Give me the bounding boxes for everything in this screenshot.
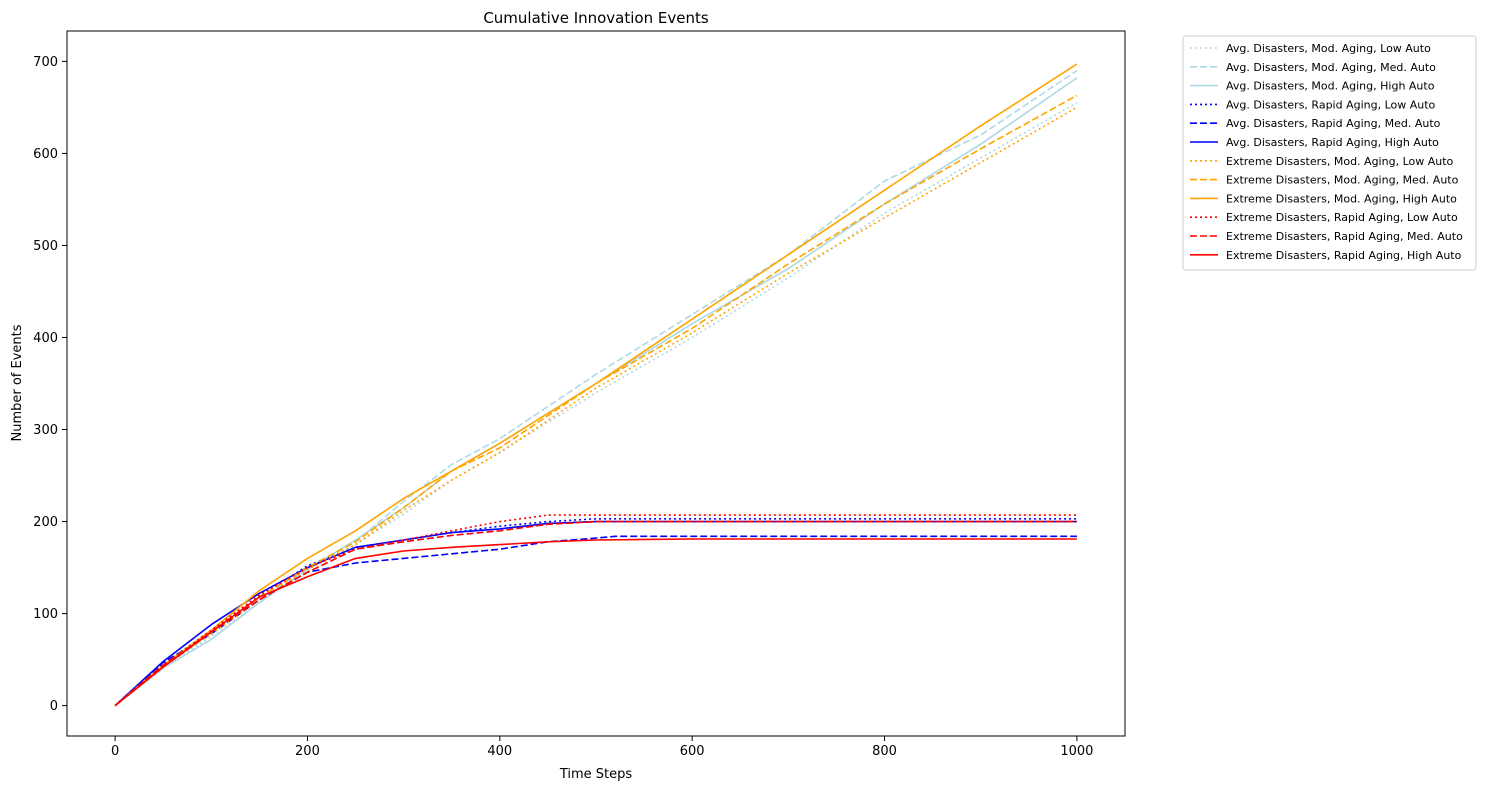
- y-tick-label: 600: [33, 147, 58, 162]
- legend-label: Extreme Disasters, Mod. Aging, Low Auto: [1226, 155, 1454, 168]
- series-line: [114, 517, 1077, 707]
- legend-label: Avg. Disasters, Mod. Aging, Low Auto: [1226, 42, 1431, 55]
- y-axis-title: Number of Events: [10, 324, 25, 441]
- legend-label: Extreme Disasters, Rapid Aging, Low Auto: [1226, 211, 1458, 224]
- y-tick-label: 200: [33, 515, 58, 530]
- y-tick-label: 0: [50, 699, 58, 714]
- x-tick-label: 200: [295, 744, 320, 759]
- legend-label: Avg. Disasters, Rapid Aging, High Auto: [1226, 136, 1439, 149]
- legend-frame: [1182, 35, 1477, 271]
- x-tick-label: 400: [487, 744, 512, 759]
- plot-lines: [114, 63, 1078, 707]
- series-line: [114, 106, 1078, 707]
- series-line: [114, 520, 1077, 707]
- legend-label: Avg. Disasters, Rapid Aging, Low Auto: [1226, 98, 1436, 111]
- y-tick-label: 500: [33, 239, 58, 254]
- x-tick-label: 1000: [1060, 744, 1093, 759]
- y-tick-label: 100: [33, 607, 58, 622]
- y-tick-label: 400: [33, 331, 58, 346]
- series-line: [114, 535, 1077, 707]
- y-tick-label: 300: [33, 423, 58, 438]
- series-line: [114, 94, 1078, 707]
- legend-label: Extreme Disasters, Mod. Aging, Med. Auto: [1226, 174, 1459, 187]
- series-line: [114, 102, 1078, 707]
- legend-label: Avg. Disasters, Mod. Aging, High Auto: [1226, 80, 1435, 93]
- x-axis: 0 200 400 600 800 1000: [111, 736, 1093, 759]
- x-tick-label: 600: [680, 744, 705, 759]
- x-tick-label: 0: [111, 744, 119, 759]
- x-axis-title: Time Steps: [559, 767, 633, 782]
- series-line: [114, 538, 1077, 707]
- series-line: [114, 520, 1077, 707]
- legend-label: Extreme Disasters, Rapid Aging, Med. Aut…: [1226, 230, 1463, 243]
- legend: Avg. Disasters, Mod. Aging, Low Auto Avg.…: [1182, 35, 1477, 271]
- legend-label: Avg. Disasters, Mod. Aging, Med. Auto: [1226, 61, 1436, 74]
- y-axis: 0 100 200 300 400 500 600 700: [33, 55, 67, 714]
- legend-label: Extreme Disasters, Mod. Aging, High Auto: [1226, 192, 1457, 205]
- plot-frame: [66, 30, 1126, 737]
- y-tick-label: 700: [33, 55, 58, 70]
- series-line: [114, 77, 1078, 707]
- legend-label: Extreme Disasters, Rapid Aging, High Aut…: [1226, 249, 1462, 262]
- series-line: [114, 69, 1078, 707]
- series-line: [114, 514, 1077, 707]
- series-line: [114, 63, 1078, 707]
- x-tick-label: 800: [872, 744, 897, 759]
- chart-title: Cumulative Innovation Events: [483, 9, 709, 27]
- legend-label: Avg. Disasters, Rapid Aging, Med. Auto: [1226, 117, 1441, 130]
